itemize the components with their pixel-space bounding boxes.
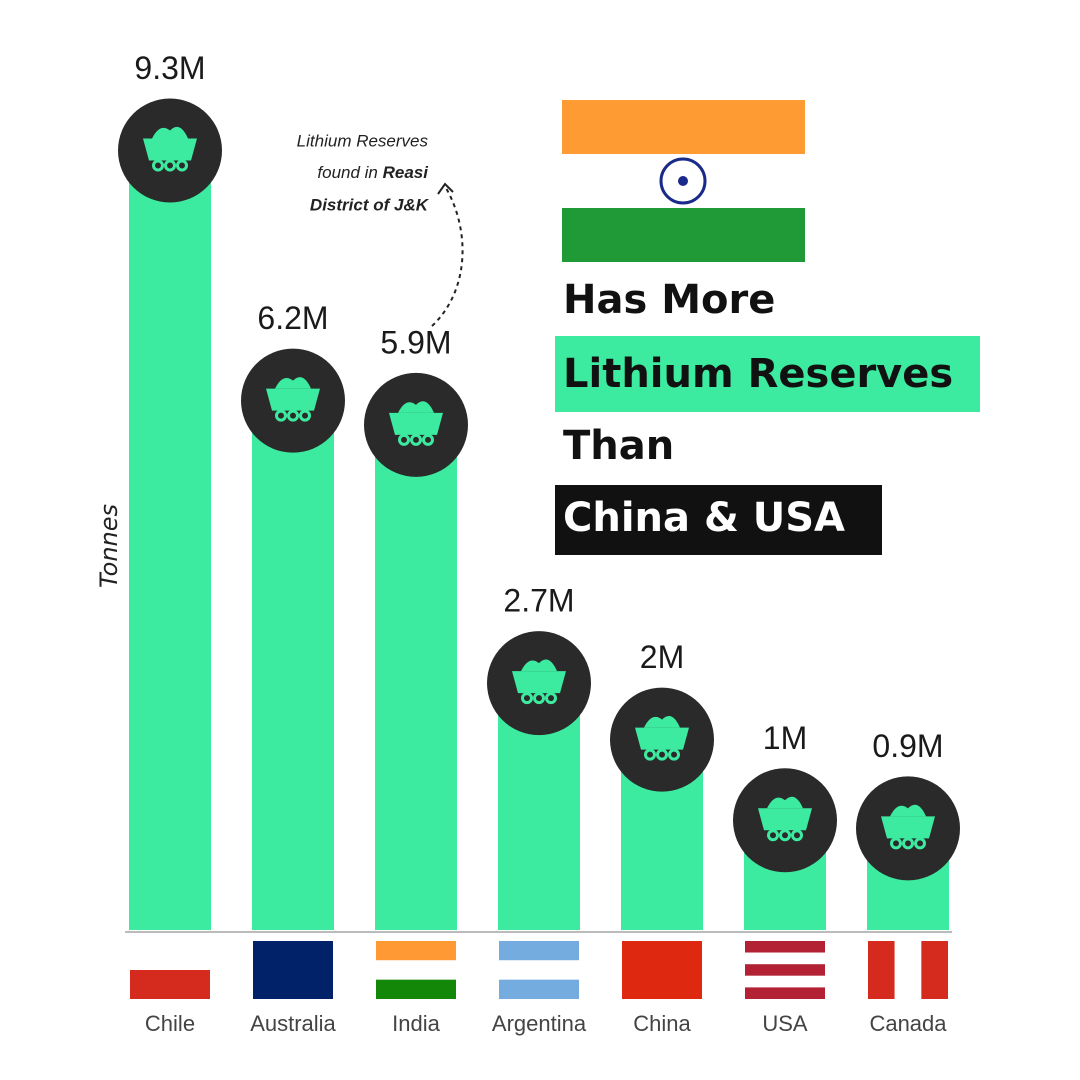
cart-wheel xyxy=(668,748,680,761)
flag-part xyxy=(499,941,579,961)
cart-ore xyxy=(644,716,680,728)
bar xyxy=(129,150,211,931)
flag-part xyxy=(376,941,456,961)
cart-wheel xyxy=(287,409,299,422)
cart-icon xyxy=(143,138,197,161)
flag-part xyxy=(745,941,825,953)
cart-icon xyxy=(266,388,320,411)
x-tick-label: USA xyxy=(762,1011,808,1036)
cart-wheel xyxy=(152,159,164,172)
flag-part xyxy=(745,975,825,988)
flag-part xyxy=(253,941,333,999)
cart-icon xyxy=(389,412,443,435)
bar xyxy=(252,400,334,930)
flag-saffron xyxy=(562,100,805,154)
cart-wheel xyxy=(275,409,287,422)
annotation-arrowhead xyxy=(437,182,454,195)
cart-ore xyxy=(152,126,188,139)
cart-wheel xyxy=(410,433,422,446)
cart-ore xyxy=(767,796,803,809)
cart-wheel xyxy=(398,433,410,446)
cart-wheel xyxy=(902,837,914,850)
flag-part xyxy=(745,952,825,965)
flag-part xyxy=(868,941,895,999)
headline: Has More xyxy=(563,277,775,323)
x-tick-label: China xyxy=(633,1011,691,1036)
headline: Lithium Reserves xyxy=(563,351,953,397)
annotation: District of J&K xyxy=(310,195,430,214)
cart-wheel xyxy=(890,837,902,850)
x-tick-label: Argentina xyxy=(492,1011,587,1036)
cart-ore xyxy=(275,377,311,389)
annotation-arrow xyxy=(431,187,464,327)
headline: Than xyxy=(563,423,674,469)
cart-wheel xyxy=(176,159,188,172)
flag-part xyxy=(376,960,456,980)
value-label: 1M xyxy=(763,720,807,756)
flag-part xyxy=(499,960,579,980)
flag-part xyxy=(745,964,825,976)
value-label: 5.9M xyxy=(380,324,451,360)
flag-chakra xyxy=(659,157,707,205)
cart-wheel xyxy=(545,692,557,705)
annotation: found in Reasi xyxy=(317,163,429,182)
flag-part xyxy=(622,941,702,999)
cart-ore xyxy=(398,401,434,413)
x-tick-label: India xyxy=(392,1011,440,1036)
flag-green xyxy=(562,208,805,262)
value-label: 6.2M xyxy=(257,300,328,336)
flag-part xyxy=(130,970,210,999)
value-label: 2.7M xyxy=(503,583,574,619)
flag-part xyxy=(130,941,210,970)
flag-part xyxy=(921,941,948,999)
flag-part xyxy=(499,979,579,999)
cart-wheel xyxy=(164,159,176,172)
flag-part xyxy=(894,941,922,999)
x-tick-label: Australia xyxy=(250,1011,336,1036)
headline-box xyxy=(555,485,882,555)
x-tick-label: Canada xyxy=(869,1011,947,1036)
cart-icon xyxy=(512,671,566,694)
cart-wheel xyxy=(422,433,434,446)
flag-part xyxy=(745,987,825,999)
annotation: Reasi xyxy=(383,163,430,182)
annotation: found in xyxy=(317,163,382,182)
value-label: 0.9M xyxy=(872,728,943,764)
flag-chakra-hub xyxy=(678,176,688,186)
value-label: 9.3M xyxy=(134,50,205,86)
cart-wheel xyxy=(767,829,779,842)
cart-wheel xyxy=(533,692,545,705)
flag-part xyxy=(376,979,456,999)
cart-icon xyxy=(758,808,812,831)
headline: China & USA xyxy=(563,495,845,541)
annotation: Lithium Reserves xyxy=(297,131,429,150)
cart-wheel xyxy=(791,829,803,842)
y-axis-label: Tonnes xyxy=(95,504,123,588)
cart-wheel xyxy=(656,748,668,761)
cart-wheel xyxy=(779,829,791,842)
cart-wheel xyxy=(914,837,926,850)
cart-icon xyxy=(635,727,689,750)
cart-wheel xyxy=(521,692,533,705)
value-label: 2M xyxy=(640,639,684,675)
cart-ore xyxy=(521,659,557,672)
cart-wheel xyxy=(644,748,656,761)
cart-wheel xyxy=(299,409,311,422)
bar xyxy=(375,424,457,930)
cart-icon xyxy=(881,816,935,839)
headline-highlight xyxy=(555,336,980,412)
x-tick-label: Chile xyxy=(145,1011,195,1036)
cart-ore xyxy=(890,804,926,817)
